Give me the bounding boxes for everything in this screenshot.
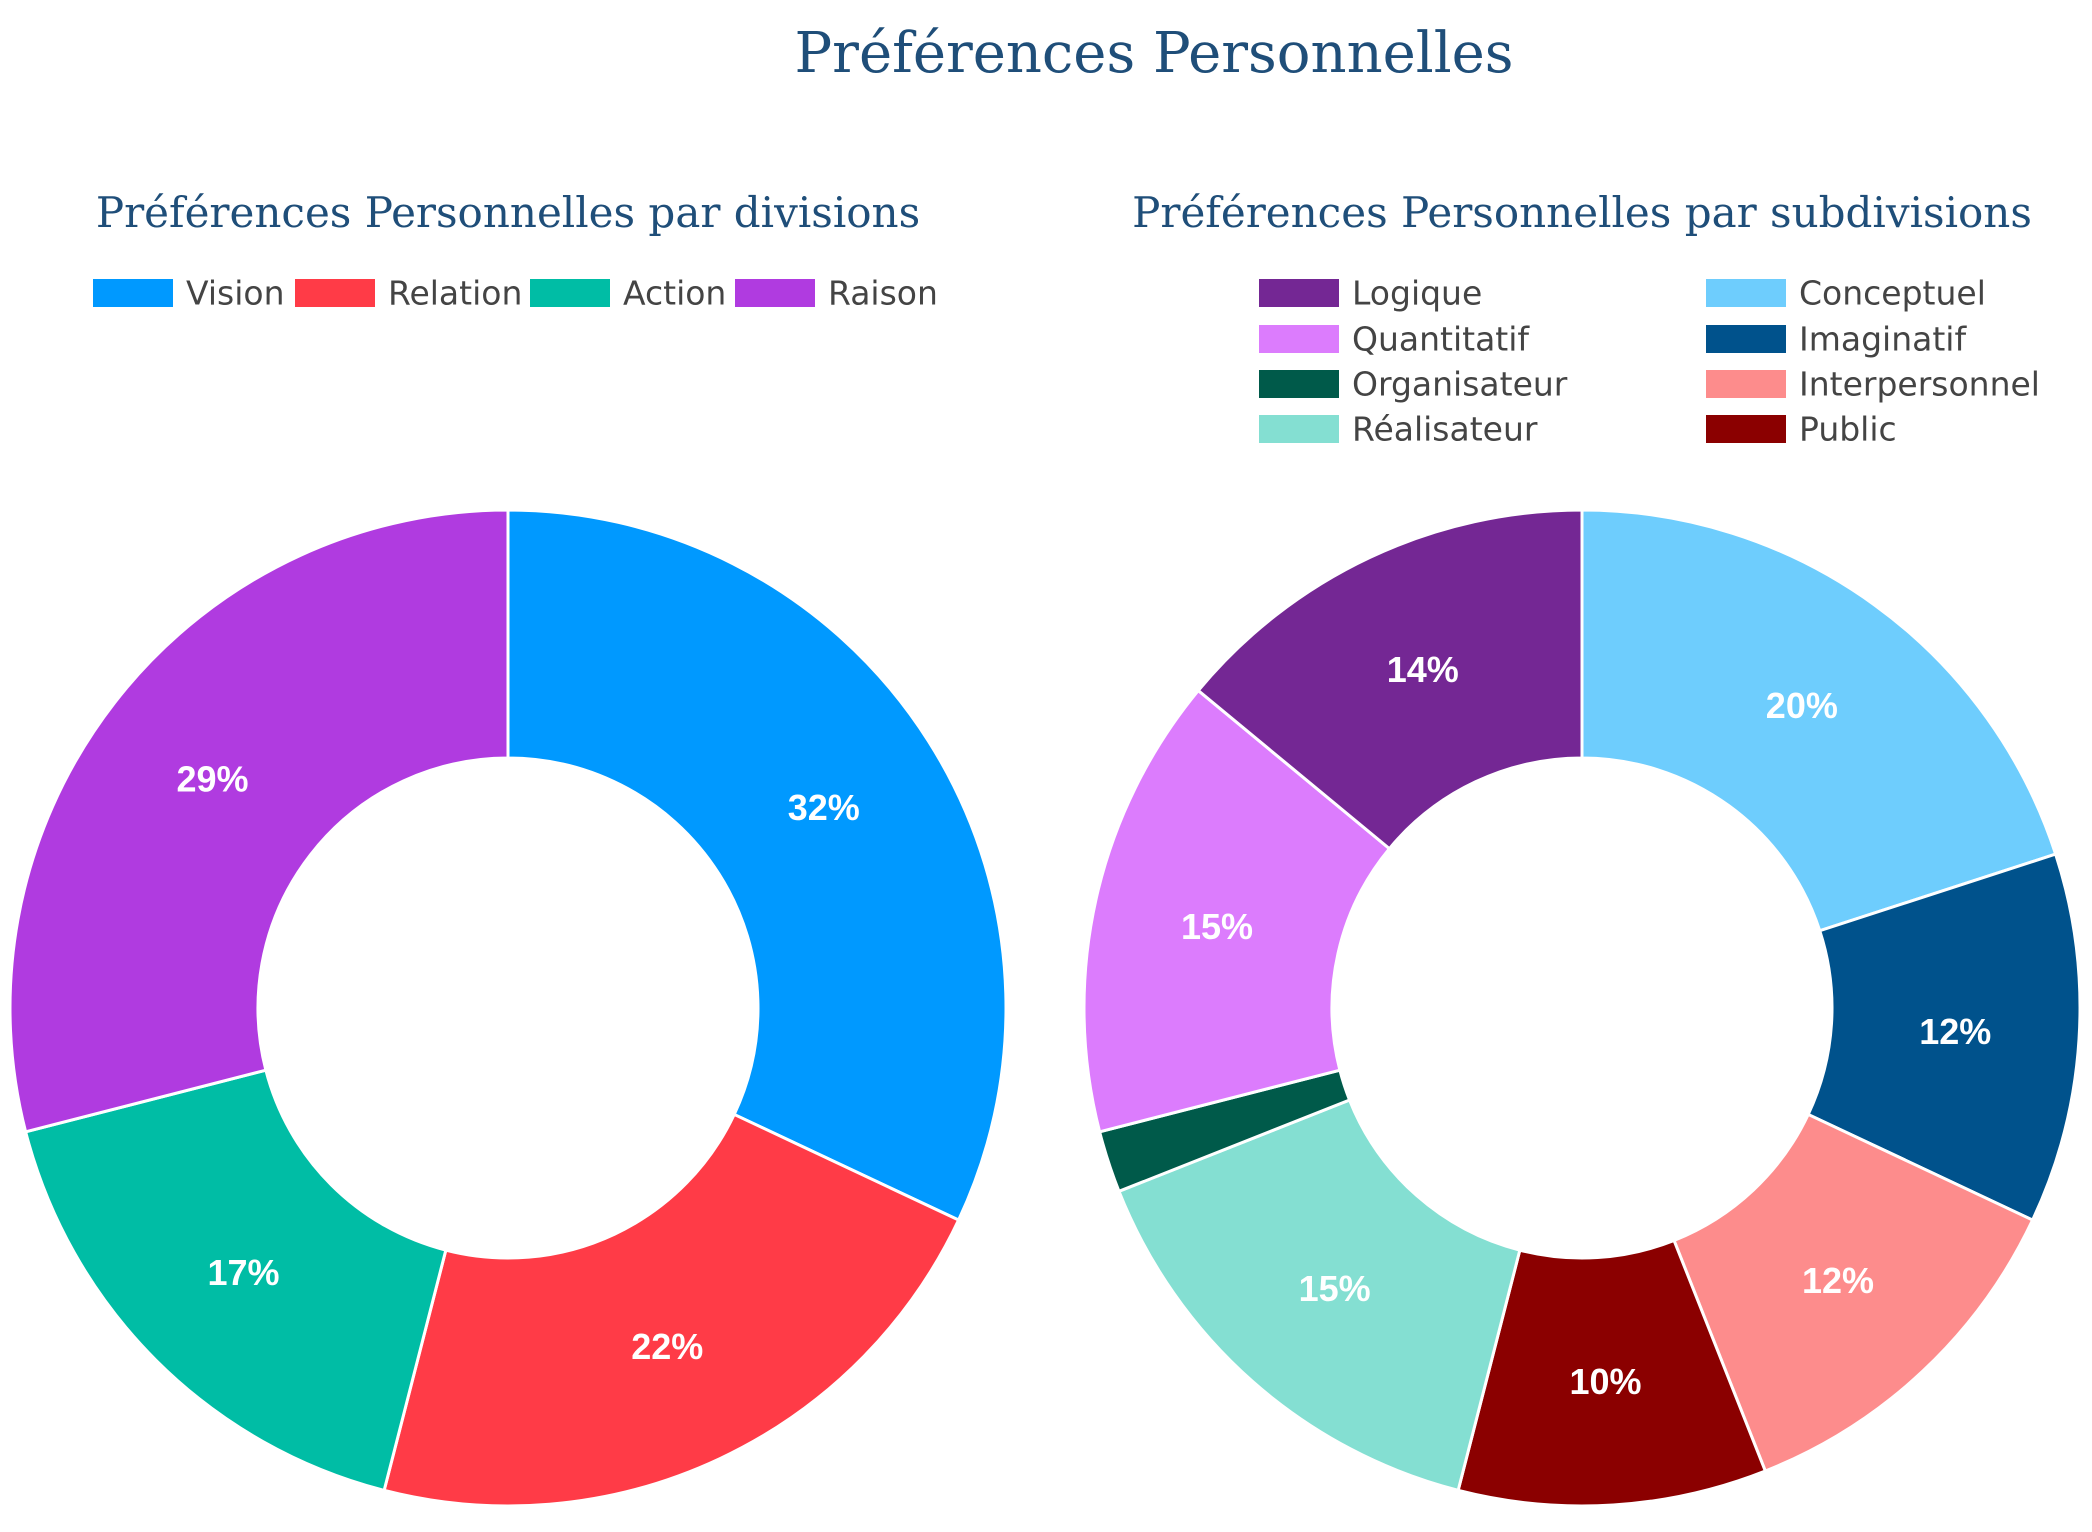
legend-swatch-organisateur <box>1259 370 1339 398</box>
legend-item-organisateur: Organisateur <box>1259 365 1568 404</box>
legend-label-raison: Raison <box>828 274 938 313</box>
legend-item-relation: Relation <box>295 274 522 313</box>
slice-relation <box>382 1112 961 1508</box>
legend-item-raison: Raison <box>735 274 938 313</box>
chart-divisions-title: Préférences Personnelles par divisions <box>96 188 920 237</box>
legend-item-imaginatif: Imaginatif <box>1706 320 1967 359</box>
legend-label-interpersonnel: Interpersonnel <box>1799 365 2040 404</box>
slice-logique <box>1196 508 1584 851</box>
slice-imaginatif <box>1806 852 2082 1223</box>
legend-label-public: Public <box>1799 410 1897 449</box>
legend-swatch-conceptuel <box>1706 279 1786 307</box>
legend-label-vision: Vision <box>186 274 284 313</box>
legend-swatch-interpersonnel <box>1706 370 1786 398</box>
legend-swatch-public <box>1706 415 1786 443</box>
legend-label-imaginatif: Imaginatif <box>1799 320 1967 359</box>
slice-label-raison: 29% <box>176 758 248 799</box>
slice-label-quantitatif: 15% <box>1181 906 1253 947</box>
legend-item-interpersonnel: Interpersonnel <box>1706 365 2040 404</box>
slice-interpersonnel <box>1672 1112 2035 1473</box>
legend-label-relation: Relation <box>388 274 522 313</box>
slice-raison <box>8 508 510 1134</box>
slice-label-logique: 14% <box>1387 649 1459 690</box>
chart-subdivisions-title: Préférences Personnelles par subdivision… <box>1132 188 2032 237</box>
legend-label-action: Action <box>623 274 726 313</box>
chart-subdivisions: Préférences Personnelles par subdivision… <box>1082 188 2082 1508</box>
chart-subdivisions-donut <box>1082 508 2082 1508</box>
legend-item-realisateur: Réalisateur <box>1259 410 1538 449</box>
legend-swatch-relation <box>295 279 375 307</box>
legend-swatch-logique <box>1259 279 1339 307</box>
chart-divisions-labels: 32% 22% 17% 29% <box>176 758 859 1367</box>
slice-label-conceptuel: 20% <box>1766 685 1838 726</box>
legend-label-conceptuel: Conceptuel <box>1799 274 1986 313</box>
slice-public <box>1456 1238 1768 1508</box>
legend-item-logique: Logique <box>1259 274 1482 313</box>
chart-divisions-legend: Vision Relation Action Raison <box>93 274 938 313</box>
slice-label-action: 17% <box>208 1252 280 1293</box>
legend-item-action: Action <box>530 274 726 313</box>
slice-label-imaginatif: 12% <box>1919 1011 1991 1052</box>
slice-label-public: 10% <box>1569 1361 1641 1402</box>
slice-conceptuel <box>1580 508 2058 933</box>
slice-label-relation: 22% <box>631 1326 703 1367</box>
legend-item-quantitatif: Quantitatif <box>1259 320 1530 359</box>
page-title: Préférences Personnelles <box>795 21 1514 86</box>
legend-item-conceptuel: Conceptuel <box>1706 274 1986 313</box>
chart-divisions: Préférences Personnelles par divisions V… <box>8 188 1008 1508</box>
legend-label-realisateur: Réalisateur <box>1352 410 1538 449</box>
slice-realisateur <box>1117 1098 1522 1493</box>
legend-swatch-raison <box>735 279 815 307</box>
legend-swatch-action <box>530 279 610 307</box>
legend-swatch-realisateur <box>1259 415 1339 443</box>
chart-divisions-donut <box>8 508 1008 1508</box>
slice-quantitatif <box>1082 688 1392 1134</box>
slice-label-vision: 32% <box>788 787 860 828</box>
chart-subdivisions-labels: 20% 12% 12% 10% 15% 15% 14% <box>1181 649 1991 1402</box>
slice-label-interpersonnel: 12% <box>1802 1260 1874 1301</box>
legend-swatch-imaginatif <box>1706 325 1786 353</box>
chart-subdivisions-legend: Logique Conceptuel Quantitatif Imaginatif Or… <box>1259 274 2040 449</box>
legend-swatch-vision <box>93 279 173 307</box>
legend-label-logique: Logique <box>1352 274 1482 313</box>
legend-swatch-quantitatif <box>1259 325 1339 353</box>
legend-item-vision: Vision <box>93 274 284 313</box>
legend-item-public: Public <box>1706 410 1897 449</box>
slice-label-realisateur: 15% <box>1299 1268 1371 1309</box>
slice-action <box>23 1068 448 1493</box>
legend-label-organisateur: Organisateur <box>1352 365 1568 404</box>
slice-vision <box>506 508 1008 1223</box>
legend-label-quantitatif: Quantitatif <box>1352 320 1530 359</box>
